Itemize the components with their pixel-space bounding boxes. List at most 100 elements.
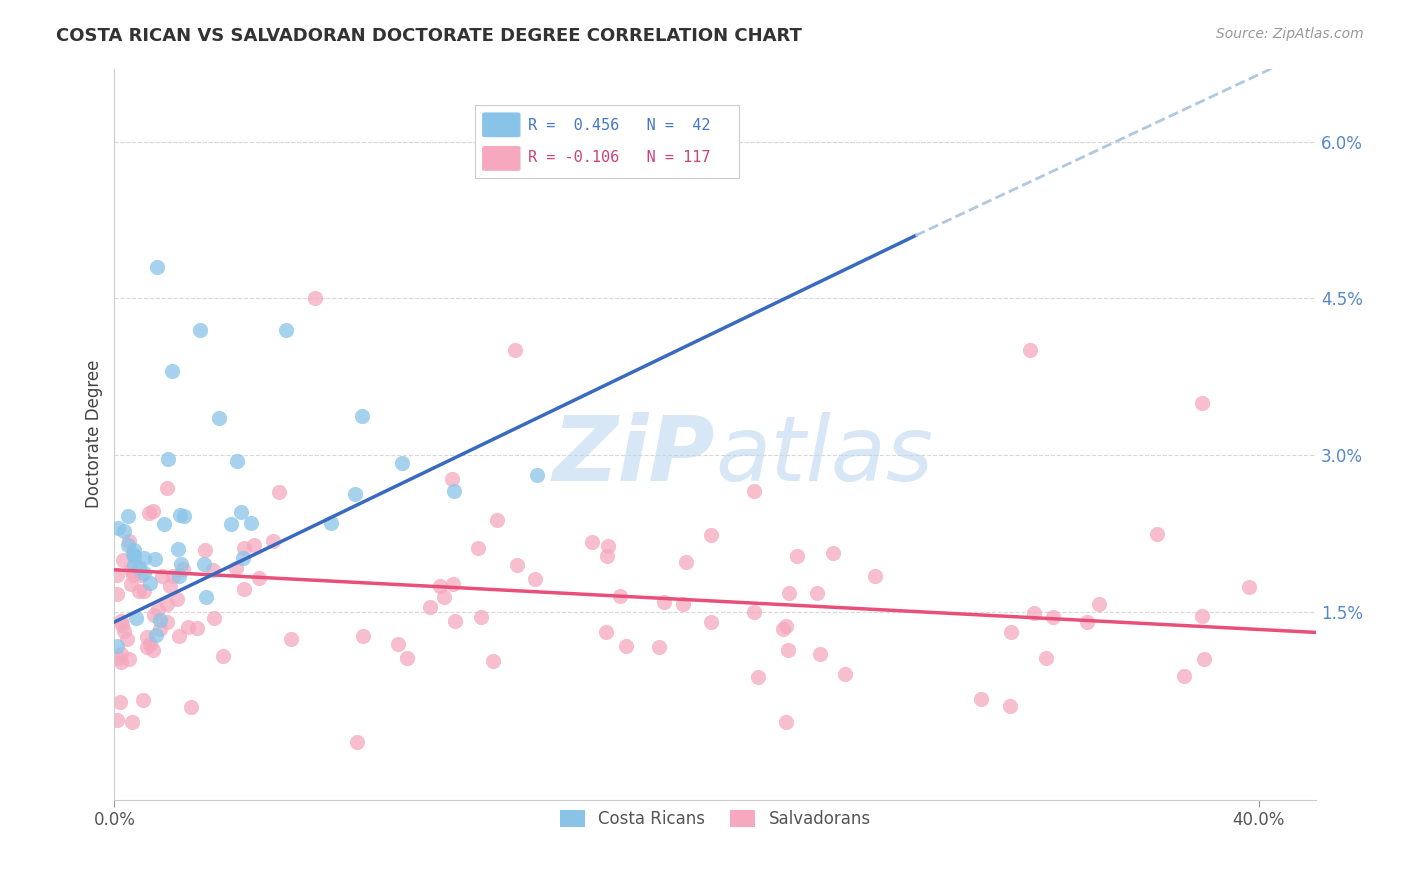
Point: [129, 567, 152, 582]
Point: [120, 563, 142, 577]
Point: [581, 535, 603, 549]
Point: [391, 457, 413, 471]
Point: [596, 549, 619, 563]
Point: [110, 617, 132, 632]
Point: [118, 652, 141, 666]
Point: [128, 583, 150, 598]
Point: [419, 600, 441, 615]
Point: [110, 655, 132, 669]
Point: [776, 643, 799, 657]
Point: [177, 620, 200, 634]
Point: [149, 613, 172, 627]
Point: [122, 558, 145, 572]
Point: [1146, 526, 1168, 541]
Point: [112, 524, 135, 538]
Point: [115, 632, 138, 646]
Y-axis label: Doctorate Degree: Doctorate Degree: [86, 359, 103, 508]
Point: [173, 508, 195, 523]
Point: [242, 538, 264, 552]
Point: [482, 654, 505, 668]
Point: [212, 648, 235, 663]
Point: [145, 551, 167, 566]
Point: [652, 595, 675, 609]
Point: [112, 624, 135, 639]
Text: COSTA RICAN VS SALVADORAN DOCTORATE DEGREE CORRELATION CHART: COSTA RICAN VS SALVADORAN DOCTORATE DEGR…: [56, 27, 801, 45]
Point: [152, 517, 174, 532]
Point: [131, 693, 153, 707]
Point: [232, 541, 254, 556]
Point: [1239, 580, 1261, 594]
Point: [648, 640, 671, 655]
Point: [105, 587, 128, 601]
Legend: Costa Ricans, Salvadorans: Costa Ricans, Salvadorans: [553, 804, 877, 835]
Point: [444, 615, 467, 629]
Point: [166, 592, 188, 607]
Point: [247, 571, 270, 585]
Point: [1019, 343, 1042, 358]
Point: [121, 568, 143, 582]
Point: [700, 615, 723, 629]
Point: [117, 538, 139, 552]
Point: [823, 545, 845, 559]
Point: [139, 637, 162, 651]
Point: [1035, 650, 1057, 665]
Point: [526, 468, 548, 483]
Point: [806, 586, 828, 600]
Point: [433, 591, 456, 605]
Point: [145, 628, 167, 642]
Point: [134, 566, 156, 580]
Point: [595, 624, 617, 639]
Point: [121, 715, 143, 730]
Point: [219, 517, 242, 532]
Point: [169, 508, 191, 522]
Point: [786, 549, 808, 563]
Point: [486, 513, 509, 527]
Point: [180, 699, 202, 714]
Point: [699, 528, 721, 542]
Point: [125, 611, 148, 625]
Point: [523, 573, 546, 587]
Point: [167, 541, 190, 556]
Point: [208, 411, 231, 425]
Point: [775, 714, 797, 729]
Point: [778, 586, 800, 600]
Point: [396, 651, 419, 665]
Point: [122, 543, 145, 558]
Point: [274, 322, 297, 336]
Point: [440, 473, 463, 487]
Point: [202, 611, 225, 625]
Point: [321, 516, 343, 531]
Point: [105, 714, 128, 728]
Point: [110, 614, 132, 628]
Point: [614, 639, 637, 653]
Point: [122, 549, 145, 563]
Point: [134, 584, 156, 599]
Point: [194, 543, 217, 558]
Point: [672, 597, 695, 611]
Point: [146, 260, 169, 274]
Point: [772, 622, 794, 636]
Point: [1076, 615, 1098, 629]
Point: [149, 622, 172, 636]
Point: [1191, 395, 1213, 409]
Point: [136, 630, 159, 644]
Point: [470, 610, 492, 624]
Point: [352, 409, 374, 423]
Point: [105, 568, 128, 582]
Point: [112, 553, 135, 567]
Point: [970, 691, 993, 706]
Point: [233, 582, 256, 596]
Point: [142, 643, 165, 657]
Point: [172, 562, 194, 576]
Point: [747, 670, 769, 684]
Point: [231, 505, 253, 519]
Point: [156, 615, 179, 630]
Point: [142, 607, 165, 622]
Point: [742, 605, 765, 619]
Point: [225, 561, 247, 575]
Point: [267, 484, 290, 499]
Point: [232, 551, 254, 566]
Point: [865, 569, 887, 583]
Point: [596, 539, 619, 553]
Point: [169, 569, 191, 583]
